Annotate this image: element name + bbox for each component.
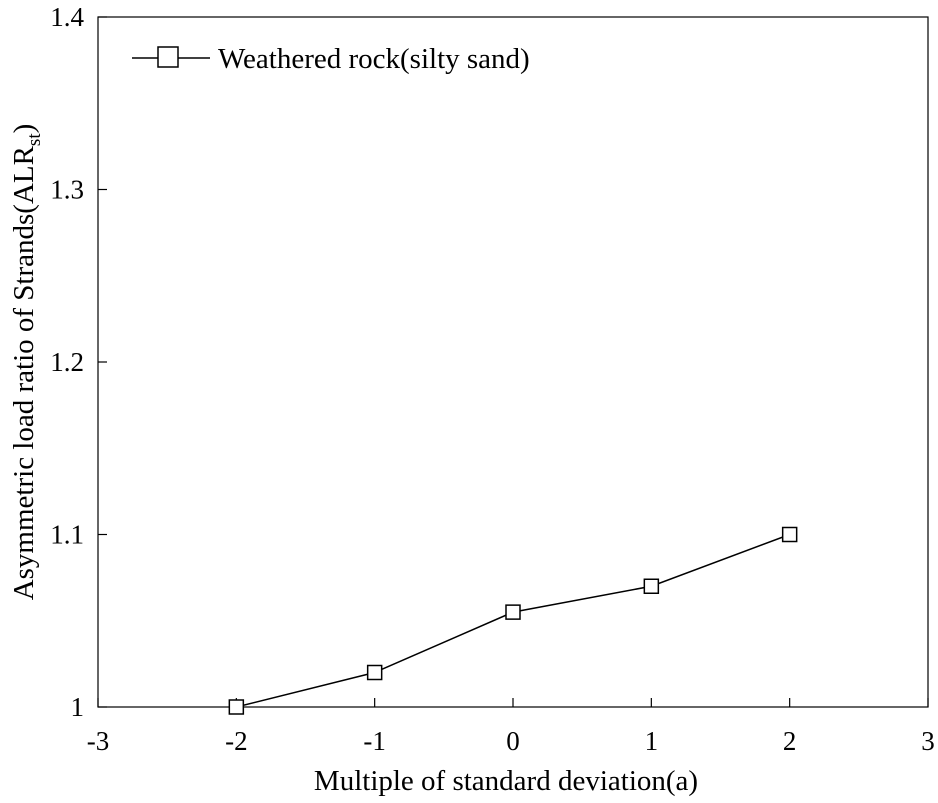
data-point-marker: [643, 578, 660, 594]
x-tick-label: -2: [225, 726, 248, 756]
y-axis-title: Asymmetric load ratio of Strands(ALRst): [8, 124, 45, 601]
x-tick-label: 2: [783, 726, 797, 756]
y-axis-title-subscript: st: [24, 133, 45, 146]
data-point-marker: [505, 604, 521, 620]
y-tick-label: 1.3: [50, 175, 84, 205]
x-tick-label: 3: [921, 726, 935, 756]
legend: Weathered rock(silty sand): [132, 43, 530, 75]
y-axis-title-main: Asymmetric load ratio of Strands(ALR: [8, 145, 40, 600]
x-tick-label: 0: [506, 726, 520, 756]
plot-frame: [97, 16, 929, 708]
y-tick-label: 1.2: [50, 347, 84, 377]
data-point-marker: [781, 526, 798, 543]
y-tick-label: 1.4: [50, 2, 84, 32]
series-layer: [228, 526, 798, 715]
series-line: [236, 533, 790, 708]
legend-label: Weathered rock(silty sand): [218, 43, 530, 75]
y-tick-label: 1.1: [50, 520, 84, 550]
x-axis-title: Multiple of standard deviation(a): [314, 765, 698, 797]
data-point-marker: [228, 699, 245, 715]
x-tick-label: -1: [363, 726, 386, 756]
data-point-marker: [366, 664, 383, 681]
y-axis-title-close: ): [8, 124, 40, 134]
legend-square-marker: [157, 46, 179, 68]
x-tick-label: 1: [645, 726, 659, 756]
x-tick-label: -3: [87, 726, 110, 756]
x-axis-ticks: -3 -2 -1 0 1 2 3: [87, 698, 935, 756]
y-axis-ticks: 1 1.1 1.2 1.3 1.4: [50, 2, 107, 722]
y-tick-label: 1: [71, 692, 85, 722]
